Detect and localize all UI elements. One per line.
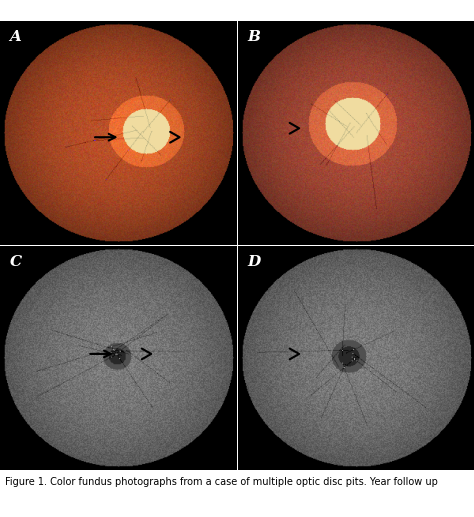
Text: B: B	[247, 29, 260, 43]
Text: Figure 1. Color fundus photographs from a case of multiple optic disc pits. Year: Figure 1. Color fundus photographs from …	[5, 478, 438, 488]
Text: A: A	[9, 29, 21, 43]
Text: C: C	[9, 255, 22, 269]
Text: D: D	[247, 255, 260, 269]
